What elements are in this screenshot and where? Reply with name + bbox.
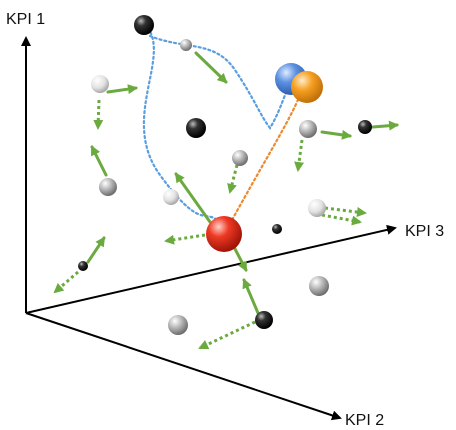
gray-point <box>163 189 179 205</box>
move-arrow-dotted <box>198 320 256 350</box>
move-arrow-dotted <box>164 233 206 245</box>
orange-dotted-path <box>230 93 302 222</box>
move-arrow <box>320 129 352 140</box>
kpi1-axis-label: KPI 1 <box>6 11 45 28</box>
black-point <box>134 15 154 35</box>
move-arrow <box>242 278 260 315</box>
move-arrow-dotted <box>324 206 367 217</box>
gray-point <box>299 120 317 138</box>
gray-points <box>91 39 329 335</box>
gray-point <box>99 178 117 196</box>
axes <box>21 36 397 421</box>
move-arrow <box>86 236 106 264</box>
black-point <box>186 118 206 138</box>
gray-point <box>168 315 188 335</box>
move-arrow-dotted <box>53 270 79 294</box>
gray-point <box>308 199 326 217</box>
move-arrow <box>194 51 228 84</box>
move-arrow-dotted <box>93 99 104 130</box>
kpi2-axis-label: KPI 2 <box>345 412 384 429</box>
move-arrow-dotted <box>227 164 239 194</box>
gray-point <box>309 276 329 296</box>
gray-point <box>91 75 109 93</box>
move-arrow-dotted <box>321 213 362 226</box>
black-point <box>255 311 273 329</box>
red-point <box>206 216 242 252</box>
black-point <box>358 120 372 134</box>
black-point <box>272 224 282 234</box>
move-arrow <box>174 172 212 224</box>
move-arrow <box>232 245 248 272</box>
gray-point <box>180 39 192 51</box>
dotted-arrows <box>53 99 367 350</box>
kpi2-axis <box>25 312 342 421</box>
gray-point <box>232 150 248 166</box>
move-arrow <box>106 84 138 95</box>
solid-arrows <box>86 51 399 315</box>
black-points <box>78 15 372 329</box>
move-arrow <box>371 120 399 131</box>
move-arrow-dotted <box>294 139 305 172</box>
orange-point <box>291 71 323 103</box>
kpi3-axis-label: KPI 3 <box>405 223 444 240</box>
kpi3-axis <box>25 224 397 314</box>
black-point <box>78 261 88 271</box>
move-arrow <box>90 145 108 177</box>
